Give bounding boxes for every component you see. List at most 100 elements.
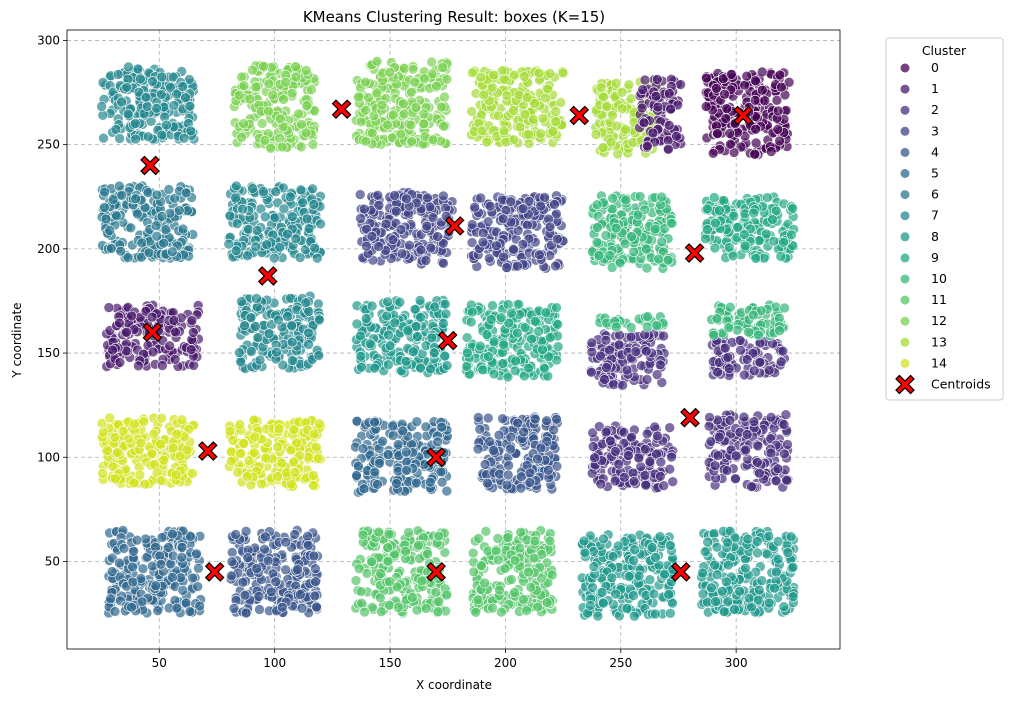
data-point: [425, 363, 436, 375]
data-point: [728, 210, 740, 222]
data-point: [387, 234, 399, 245]
data-point: [552, 341, 564, 353]
data-point: [132, 208, 143, 220]
data-point: [176, 542, 188, 553]
data-point: [252, 332, 264, 343]
data-point: [286, 320, 298, 331]
data-point: [132, 63, 144, 75]
data-point: [150, 220, 162, 231]
data-point: [533, 325, 545, 337]
data-point: [640, 479, 652, 491]
data-point: [294, 589, 306, 600]
data-point: [397, 425, 409, 437]
data-point: [174, 205, 185, 216]
data-point: [128, 545, 139, 557]
data-point: [761, 192, 773, 203]
data-point: [522, 219, 533, 231]
data-point: [251, 225, 263, 236]
data-point: [620, 124, 631, 135]
data-point: [537, 113, 549, 124]
data-point: [184, 606, 196, 617]
data-point: [361, 240, 372, 252]
data-point: [373, 200, 385, 211]
data-point: [191, 548, 202, 560]
data-point: [286, 88, 298, 99]
data-point: [353, 460, 364, 472]
data-point: [509, 365, 521, 377]
data-point: [641, 243, 652, 255]
data-point: [129, 418, 140, 430]
data-point: [750, 75, 761, 86]
data-point: [700, 101, 712, 112]
data-point: [717, 73, 729, 84]
data-point: [772, 463, 784, 475]
data-point: [354, 189, 366, 200]
data-point: [230, 245, 242, 256]
data-point: [170, 326, 181, 338]
data-point: [360, 313, 372, 324]
data-point: [623, 79, 635, 90]
data-point: [634, 191, 646, 202]
data-point: [374, 457, 385, 469]
data-point: [114, 557, 125, 569]
data-point: [528, 114, 539, 125]
data-point: [748, 416, 760, 427]
data-point: [152, 605, 163, 617]
data-point: [394, 296, 406, 308]
data-point: [401, 464, 412, 476]
data-point: [484, 436, 496, 447]
data-point: [436, 421, 448, 433]
data-point: [720, 113, 732, 124]
data-point: [285, 444, 297, 456]
data-point: [438, 257, 449, 269]
data-point: [730, 450, 742, 462]
data-point: [405, 119, 417, 131]
data-point: [389, 317, 401, 329]
data-point: [167, 71, 179, 83]
data-point: [151, 189, 163, 201]
data-point: [461, 361, 473, 372]
data-point: [271, 346, 282, 358]
data-point: [114, 180, 125, 192]
data-point: [280, 564, 292, 576]
data-point: [235, 356, 247, 368]
data-point: [234, 347, 245, 359]
data-point: [537, 344, 548, 356]
data-point: [613, 339, 625, 351]
data-point: [600, 334, 612, 346]
data-point: [314, 314, 325, 326]
data-point: [126, 601, 137, 613]
data-point: [254, 604, 265, 615]
data-point: [136, 237, 148, 249]
data-point: [111, 210, 122, 222]
data-point: [600, 426, 612, 438]
data-point: [616, 87, 628, 98]
data-point: [469, 201, 480, 213]
data-point: [524, 477, 536, 488]
data-point: [781, 474, 792, 486]
data-point: [180, 92, 191, 103]
data-point: [748, 309, 759, 321]
data-point: [168, 442, 179, 454]
data-point: [135, 437, 147, 449]
data-point: [238, 118, 249, 129]
data-point: [415, 311, 426, 323]
data-point: [763, 364, 775, 376]
data-point: [508, 244, 519, 255]
data-point: [270, 186, 282, 197]
data-point: [104, 225, 115, 236]
data-point: [637, 84, 649, 95]
data-point: [156, 412, 167, 424]
data-point: [778, 419, 790, 430]
data-point: [422, 192, 433, 204]
data-point: [353, 91, 365, 103]
data-point: [787, 203, 799, 214]
data-point: [750, 123, 762, 135]
data-point: [549, 199, 560, 210]
data-point: [426, 332, 438, 344]
data-point: [284, 191, 296, 203]
data-point: [121, 82, 132, 93]
data-point: [477, 227, 489, 239]
data-point: [242, 250, 253, 261]
data-point: [148, 428, 160, 440]
